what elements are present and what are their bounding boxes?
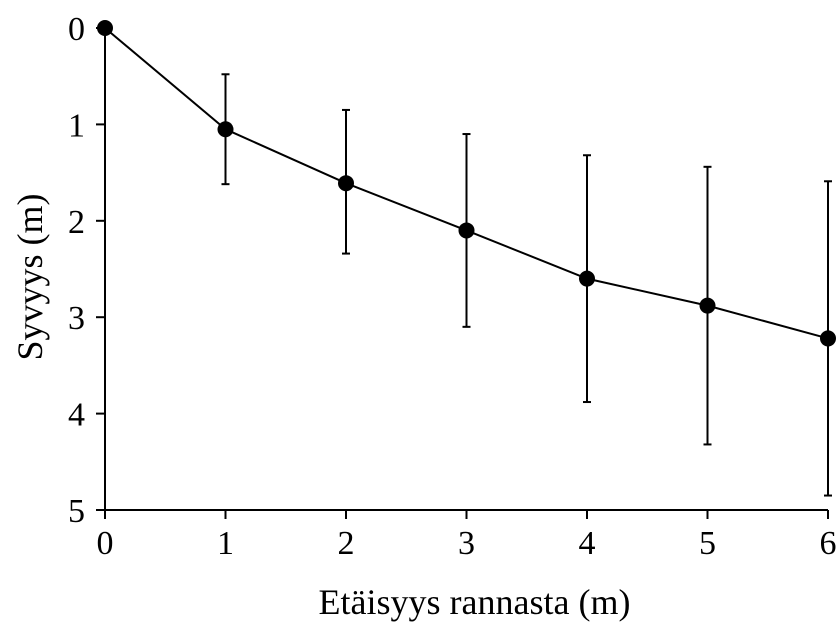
x-axis-title: Etäisyys rannasta (m) — [319, 582, 631, 622]
x-tick-label: 2 — [338, 525, 355, 562]
data-point — [699, 297, 716, 314]
data-point — [97, 20, 113, 36]
x-tick-label: 5 — [699, 525, 716, 562]
x-tick-label: 4 — [579, 525, 596, 562]
data-point — [458, 222, 475, 239]
data-point — [820, 330, 836, 347]
x-tick-label: 6 — [820, 525, 837, 562]
y-tick-label: 1 — [68, 107, 85, 144]
x-tick-label: 3 — [458, 525, 475, 562]
y-tick-label: 0 — [68, 11, 85, 48]
y-tick-label: 2 — [68, 204, 85, 241]
y-ticks: 0 1 2 3 4 5 — [68, 11, 105, 530]
y-tick-label: 3 — [68, 300, 85, 337]
error-bars — [221, 73, 832, 497]
y-tick-label: 5 — [68, 493, 85, 530]
x-tick-label: 1 — [217, 525, 234, 562]
y-axis-title: Syvyys (m) — [10, 193, 50, 360]
data-point — [338, 175, 354, 192]
x-tick-label: 0 — [97, 525, 114, 562]
y-tick-label: 4 — [68, 397, 85, 434]
x-ticks: 0 1 2 3 4 5 6 — [97, 510, 837, 562]
data-point — [217, 121, 234, 138]
data-point — [579, 270, 595, 287]
data-points — [97, 20, 836, 347]
